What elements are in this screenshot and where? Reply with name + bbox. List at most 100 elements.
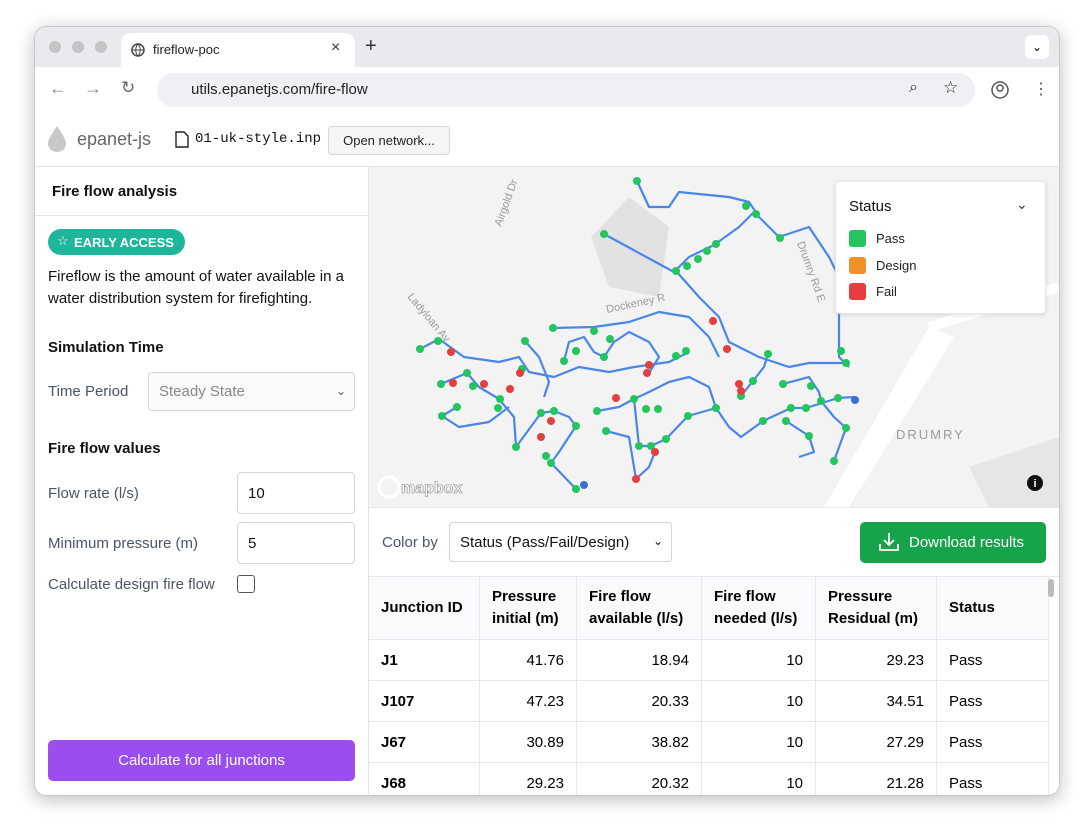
junction[interactable] [602, 427, 610, 435]
column-header[interactable]: Fire flow needed (l/s) [702, 577, 816, 640]
junction[interactable] [694, 255, 702, 263]
junction[interactable] [612, 394, 620, 402]
junction[interactable] [643, 369, 651, 377]
legend-toggle[interactable]: ⌄ [1016, 196, 1028, 213]
junction[interactable] [632, 475, 640, 483]
junction[interactable] [633, 177, 641, 185]
junction[interactable] [787, 404, 795, 412]
junction[interactable] [572, 485, 580, 493]
junction[interactable] [737, 387, 745, 395]
junction[interactable] [438, 412, 446, 420]
junction[interactable] [547, 459, 555, 467]
tab-close[interactable]: × [331, 39, 340, 57]
download-button[interactable]: Download results [860, 522, 1046, 563]
junction[interactable] [437, 380, 445, 388]
junction[interactable] [672, 267, 680, 275]
scrollbar[interactable] [1048, 579, 1054, 597]
junction[interactable] [672, 352, 680, 360]
junction[interactable] [834, 394, 842, 402]
junction[interactable] [776, 234, 784, 242]
junction[interactable] [550, 407, 558, 415]
junction[interactable] [416, 345, 424, 353]
junction[interactable] [600, 230, 608, 238]
zoom-icon[interactable]: ⌕ [909, 79, 918, 97]
junction[interactable] [703, 247, 711, 255]
junction[interactable] [764, 350, 772, 358]
junction[interactable] [837, 347, 845, 355]
junction[interactable] [590, 327, 598, 335]
junction[interactable] [805, 432, 813, 440]
junction[interactable] [654, 405, 662, 413]
junction[interactable] [759, 417, 767, 425]
new-tab[interactable]: + [365, 35, 377, 58]
open-network-button[interactable]: Open network... [328, 126, 450, 155]
junction[interactable] [742, 202, 750, 210]
column-header[interactable]: Junction ID [369, 577, 480, 640]
junction[interactable] [549, 324, 557, 332]
time-period-select[interactable]: Steady State ⌄ [148, 372, 355, 411]
junction[interactable] [684, 412, 692, 420]
flow-rate-input[interactable]: 10 [237, 472, 355, 514]
address-field[interactable]: utils.epanetjs.com/fire-flow ⌕ ☆ [157, 73, 975, 107]
junction[interactable] [449, 379, 457, 387]
junction[interactable] [712, 404, 720, 412]
profile-icon[interactable] [991, 81, 1009, 99]
color-by-select[interactable]: Status (Pass/Fail/Design) ⌄ [449, 522, 672, 562]
calculate-button[interactable]: Calculate for all junctions [48, 740, 355, 781]
junction[interactable] [779, 380, 787, 388]
junction[interactable] [752, 210, 760, 218]
forward-button[interactable]: → [84, 78, 102, 99]
junction[interactable] [723, 345, 731, 353]
junction[interactable] [542, 452, 550, 460]
junction[interactable] [463, 369, 471, 377]
attribution[interactable]: mapbox [401, 480, 462, 497]
column-header[interactable]: Fire flow available (l/s) [577, 577, 702, 640]
back-button[interactable]: ← [49, 78, 67, 99]
junction[interactable] [830, 457, 838, 465]
junction[interactable] [606, 335, 614, 343]
junction[interactable] [453, 403, 461, 411]
junction[interactable] [516, 369, 524, 377]
junction[interactable] [572, 422, 580, 430]
junction[interactable] [712, 240, 720, 248]
junction[interactable] [851, 396, 859, 404]
active-tab[interactable]: fireflow-poc × [121, 33, 355, 67]
reload-button[interactable]: ↻ [121, 78, 135, 98]
junction[interactable] [547, 417, 555, 425]
junction[interactable] [635, 442, 643, 450]
column-header[interactable]: Status [937, 577, 1049, 640]
junction[interactable] [645, 361, 653, 369]
junction[interactable] [651, 448, 659, 456]
junction[interactable] [709, 317, 717, 325]
junction[interactable] [447, 348, 455, 356]
junction[interactable] [512, 443, 520, 451]
junction[interactable] [469, 382, 477, 390]
column-header[interactable]: Pressure Residual (m) [816, 577, 937, 640]
junction[interactable] [782, 417, 790, 425]
junction[interactable] [682, 347, 690, 355]
min-pressure-input[interactable]: 5 [237, 522, 355, 564]
junction[interactable] [735, 380, 743, 388]
junction[interactable] [683, 262, 691, 270]
junction[interactable] [662, 435, 670, 443]
bookmark-icon[interactable]: ☆ [943, 78, 958, 98]
junction[interactable] [802, 404, 810, 412]
junction[interactable] [600, 353, 608, 361]
junction[interactable] [842, 424, 850, 432]
junction[interactable] [593, 407, 601, 415]
junction[interactable] [496, 395, 504, 403]
junction[interactable] [537, 409, 545, 417]
junction[interactable] [807, 382, 815, 390]
junction[interactable] [749, 377, 757, 385]
junction[interactable] [842, 359, 850, 367]
junction[interactable] [521, 337, 529, 345]
junction[interactable] [817, 397, 825, 405]
junction[interactable] [480, 380, 488, 388]
junction[interactable] [494, 404, 502, 412]
column-header[interactable]: Pressure initial (m) [480, 577, 577, 640]
junction[interactable] [572, 347, 580, 355]
menu-icon[interactable]: ⋮ [1033, 79, 1049, 99]
design-flow-checkbox[interactable] [237, 575, 255, 593]
tab-menu[interactable]: ⌄ [1025, 35, 1049, 59]
junction[interactable] [630, 395, 638, 403]
